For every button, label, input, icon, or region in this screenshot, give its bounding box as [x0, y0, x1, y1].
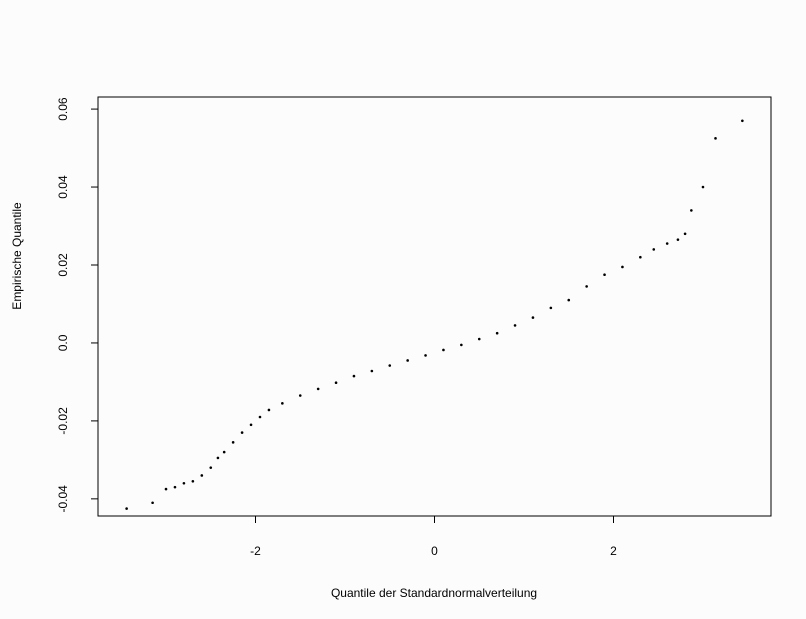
point [258, 415, 262, 419]
point [690, 209, 693, 212]
point [513, 324, 517, 327]
point [249, 423, 253, 427]
point [683, 232, 687, 236]
point [460, 343, 463, 347]
y-tick-label: 0.0 [56, 334, 70, 351]
point [209, 466, 213, 469]
point [676, 238, 680, 241]
x-axis-label: Quantile der Standardnormalverteilung [331, 586, 537, 600]
point [652, 248, 656, 251]
point [370, 369, 374, 373]
point [267, 408, 271, 412]
point [191, 480, 195, 483]
point [200, 474, 204, 477]
point [442, 348, 445, 352]
point [216, 456, 220, 460]
point [334, 381, 338, 384]
point [173, 485, 177, 489]
point [621, 265, 624, 269]
point [352, 374, 356, 378]
point [639, 255, 642, 259]
point [665, 242, 669, 245]
point [125, 507, 128, 510]
point [240, 431, 244, 434]
x-tick-label: -2 [250, 544, 261, 558]
point [406, 359, 409, 362]
point [603, 273, 606, 277]
point [549, 306, 553, 310]
point [388, 364, 392, 367]
point [741, 119, 744, 123]
y-tick-label: 0.02 [56, 253, 70, 277]
point [298, 394, 302, 397]
y-tick-label: 0.04 [56, 175, 70, 199]
point [164, 487, 168, 491]
x-tick-label: 0 [431, 544, 438, 558]
point [281, 402, 284, 405]
point [567, 298, 571, 302]
point [585, 285, 588, 288]
point [424, 354, 427, 357]
point [316, 387, 320, 391]
point [531, 316, 535, 319]
y-tick-label: 0.06 [56, 97, 70, 121]
y-tick-label: -0.04 [56, 485, 70, 513]
plot-frame [97, 96, 772, 517]
point [182, 481, 186, 485]
point [701, 185, 705, 189]
point [495, 331, 499, 335]
point [714, 137, 717, 140]
point [477, 337, 481, 341]
y-tick-label: -0.02 [56, 407, 70, 435]
x-tick-label: 2 [610, 544, 617, 558]
point [222, 450, 226, 454]
point [231, 441, 235, 444]
point [151, 501, 154, 505]
y-axis-label: Empirische Quantile [10, 202, 24, 310]
